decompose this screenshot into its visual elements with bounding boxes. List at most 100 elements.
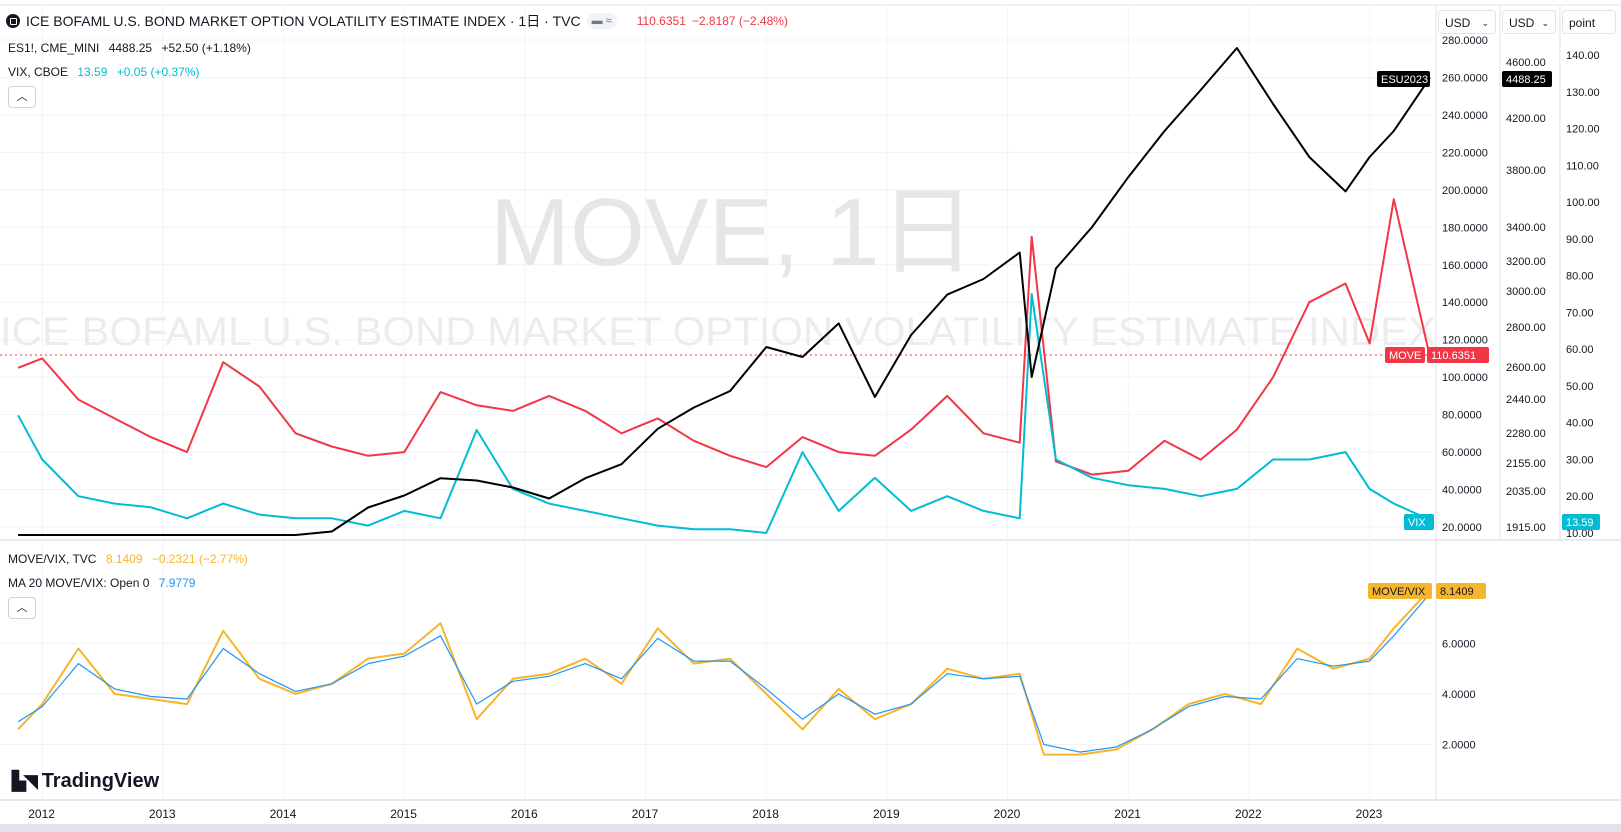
es-axis-tick: 2155.00 [1506, 458, 1546, 470]
move-axis-tick: 80.0000 [1442, 410, 1482, 422]
ratio-axis-tick: 6.0000 [1442, 638, 1476, 650]
vix-axis-tick: 120.00 [1566, 124, 1600, 136]
svg-text:8.1409: 8.1409 [1440, 586, 1474, 598]
watermark-symbol: MOVE, 1日 [490, 179, 975, 286]
chevron-up-icon: ︿ [16, 91, 28, 103]
move-axis-tick: 100.0000 [1442, 372, 1488, 384]
series-line-move [17, 198, 1431, 476]
es-axis-tick: 2800.00 [1506, 322, 1546, 334]
chevron-up-icon: ︿ [16, 602, 28, 614]
es-axis-tick: 3400.00 [1506, 222, 1546, 234]
pause-icon: ▬ [591, 15, 603, 27]
es-axis-tick: 2440.00 [1506, 394, 1546, 406]
vix-axis-tick: 60.00 [1566, 344, 1594, 356]
es-axis-tick: 4200.00 [1506, 113, 1546, 125]
series-line-move-vix [17, 588, 1431, 756]
vix-axis-tick: 110.00 [1566, 160, 1599, 172]
vix-axis-tick: 30.00 [1566, 454, 1594, 466]
tradingview-mark-icon: ▙◥ [12, 771, 38, 791]
series-line-vix [17, 293, 1431, 534]
collapse-sub-legend-button[interactable]: ︿ [8, 597, 36, 619]
svg-text:VIX: VIX [1408, 517, 1426, 529]
wave-icon: ≈ [605, 15, 612, 27]
ratio-legend[interactable]: MOVE/VIX, TVC 8.1409 −0.2321 (−2.77%) [8, 552, 254, 566]
es-axis-tick: 2600.00 [1506, 362, 1546, 374]
ratio-axis-tick: 4.0000 [1442, 689, 1476, 701]
es-legend[interactable]: ES1!, CME_MINI 4488.25 +52.50 (+1.18%) [8, 41, 257, 55]
series-line-es1 [18, 47, 1431, 536]
ratio-legend-name: MOVE/VIX, TVC [8, 552, 97, 566]
gridlines [0, 5, 1436, 800]
time-axis-label: 2014 [270, 807, 297, 821]
vix-axis-tick: 90.00 [1566, 234, 1594, 246]
ma-legend-name: MA 20 MOVE/VIX: Open 0 [8, 576, 150, 590]
watermark-description: ICE BOFAML U.S. BOND MARKET OPTION VOLAT… [0, 310, 1436, 354]
status-pill[interactable]: ▬ ≈ [586, 13, 617, 29]
vix-legend-value: 13.59 [77, 65, 108, 79]
move-axis-tick: 220.0000 [1442, 147, 1488, 159]
time-axis-label: 2020 [994, 807, 1021, 821]
chevron-down-icon: ⌄ [1481, 18, 1489, 28]
es-legend-value: 4488.25 [108, 41, 153, 55]
main-pane-series [17, 47, 1431, 536]
es-axis-tick: 3200.00 [1506, 256, 1546, 268]
vix-axis-tick: 100.00 [1566, 197, 1600, 209]
ratio-legend-value: 8.1409 [105, 552, 143, 566]
symbol-header[interactable]: ICE BOFAML U.S. BOND MARKET OPTION VOLAT… [6, 11, 788, 31]
es-axis-tick: 2035.00 [1506, 486, 1546, 498]
es-axis-tick: 2280.00 [1506, 428, 1546, 440]
symbol-logo-icon [6, 14, 20, 28]
move-axis-tick: 280.0000 [1442, 35, 1488, 47]
move-price-tag: MOVE 110.6351 [1385, 347, 1489, 363]
time-axis-label: 2018 [752, 807, 779, 821]
ma-legend[interactable]: MA 20 MOVE/VIX: Open 0 7.9779 [8, 576, 201, 590]
svg-text:ESU2023: ESU2023 [1381, 74, 1428, 86]
vix-axis-tick: 20.00 [1566, 491, 1594, 503]
es-legend-change: +52.50 (+1.18%) [161, 41, 251, 55]
time-axis-label: 2016 [511, 807, 538, 821]
move-axis-tick: 40.0000 [1442, 485, 1482, 497]
currency-select-left[interactable]: USD ⌄ [1438, 10, 1496, 34]
time-axis-label: 2017 [632, 807, 659, 821]
svg-text:110.6351: 110.6351 [1431, 350, 1476, 362]
vix-axis-tick: 140.00 [1566, 50, 1600, 62]
move-axis-tick: 160.0000 [1442, 260, 1488, 272]
price-axes: 280.0000 260.0000 240.0000 220.0000 200.0000… [1442, 35, 1600, 751]
vix-axis-tick: 70.00 [1566, 307, 1594, 319]
vix-legend-change: +0.05 (+0.37%) [116, 65, 200, 79]
brand-name: TradingView [41, 770, 160, 792]
unit-select[interactable]: point [1562, 10, 1616, 34]
currency-select-right[interactable]: USD ⌄ [1502, 10, 1556, 34]
move-axis-tick: 200.0000 [1442, 185, 1488, 197]
move-axis-tick: 60.0000 [1442, 447, 1482, 459]
chevron-down-icon: ⌄ [1541, 18, 1549, 28]
tradingview-logo[interactable]: ▙◥ TradingView [12, 770, 159, 793]
svg-text:MOVE/VIX: MOVE/VIX [1372, 586, 1426, 598]
vix-legend-name: VIX, CBOE [8, 65, 69, 79]
vix-axis-tick: 40.00 [1566, 418, 1594, 430]
collapse-legend-button[interactable]: ︿ [8, 86, 36, 108]
time-axis-label: 2013 [149, 807, 176, 821]
time-axis-label: 2021 [1114, 807, 1141, 821]
time-axis-label: 2019 [873, 807, 900, 821]
svg-text:MOVE: MOVE [1389, 350, 1421, 362]
move-axis-tick: 140.0000 [1442, 297, 1488, 309]
es-axis-tick: 3000.00 [1506, 286, 1546, 298]
es-axis-tick: 3800.00 [1506, 165, 1546, 177]
ma-legend-value: 7.9779 [158, 576, 196, 590]
ratio-legend-change: −0.2321 (−2.77%) [151, 552, 248, 566]
vix-axis-tick: 10.00 [1566, 528, 1594, 540]
vix-axis-tick: 80.00 [1566, 271, 1594, 283]
es-axis-tick: 4600.00 [1506, 57, 1546, 69]
es-price-tag: ESU2023 4488.25 [1377, 71, 1552, 87]
time-axis-label: 2022 [1235, 807, 1262, 821]
vix-legend[interactable]: VIX, CBOE 13.59 +0.05 (+0.37%) [8, 65, 205, 79]
symbol-title[interactable]: ICE BOFAML U.S. BOND MARKET OPTION VOLAT… [26, 13, 581, 29]
time-axis-label: 2012 [28, 807, 55, 821]
move-axis-tick: 260.0000 [1442, 72, 1488, 84]
vix-axis-tick: 50.00 [1566, 381, 1594, 393]
svg-text:4488.25: 4488.25 [1506, 74, 1546, 86]
svg-text:13.59: 13.59 [1566, 517, 1594, 529]
time-axis-label: 2015 [390, 807, 417, 821]
